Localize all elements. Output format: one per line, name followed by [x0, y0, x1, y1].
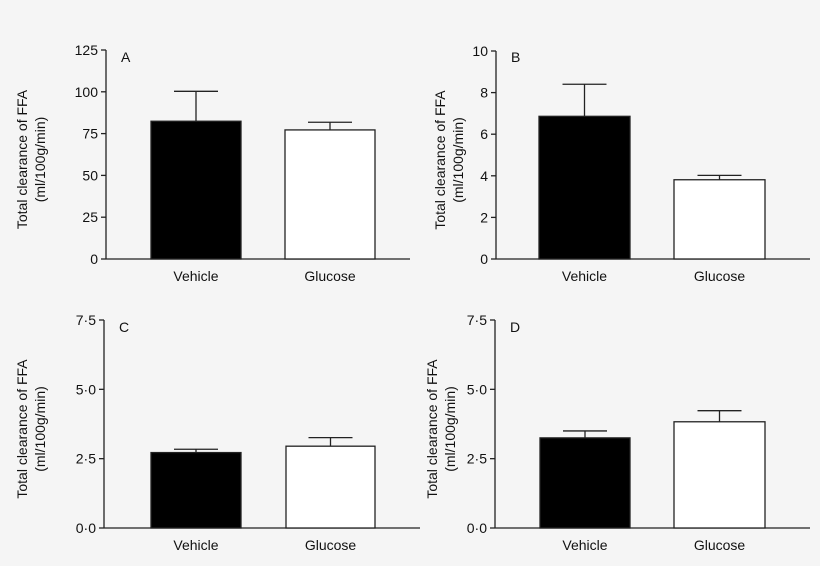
x-tick-label: Glucose	[304, 268, 356, 284]
y-tick-label: 0·0	[76, 520, 96, 536]
bar-vehicle	[150, 451, 242, 529]
panel-label: D	[510, 319, 520, 335]
y-tick-label: 2·5	[76, 451, 96, 467]
bar-glucose	[673, 179, 766, 260]
y-axis-label: Total clearance of FFA	[14, 89, 30, 229]
panel-label: B	[511, 49, 520, 65]
y-tick-label: 75	[82, 126, 98, 142]
x-tick-label: Vehicle	[173, 268, 218, 284]
y-tick-label: 5·0	[76, 381, 96, 397]
y-tick-label: 50	[82, 167, 98, 183]
y-tick-label: 6	[480, 126, 488, 142]
y-tick-label: 7·5	[76, 312, 96, 328]
y-tick-label: 2	[480, 209, 488, 225]
y-axis-label: (ml/100g/min)	[442, 386, 458, 472]
bar-glucose	[673, 421, 766, 529]
bar-vehicle	[538, 115, 631, 260]
y-tick-label: 8	[480, 85, 488, 101]
x-tick-label: Vehicle	[562, 537, 607, 553]
y-axis-label: Total clearance of FFA	[432, 90, 448, 230]
panel-d: 0·0 2·5 5·0 7·5 Total clearance of FFA (ml/10…	[424, 312, 810, 553]
x-tick-label: Glucose	[694, 537, 746, 553]
y-axis-label: Total clearance of FFA	[14, 359, 30, 499]
x-tick-label: Glucose	[305, 537, 357, 553]
bar-glucose	[284, 129, 376, 260]
y-axis-label: (ml/100g/min)	[450, 117, 466, 203]
x-tick-label: Vehicle	[562, 268, 607, 284]
y-tick-label: 5·0	[467, 381, 487, 397]
y-tick-label: 10	[472, 43, 488, 59]
x-tick-label: Vehicle	[173, 537, 218, 553]
y-axis-label: Total clearance of FFA	[424, 359, 440, 499]
panel-c: 0·0 2·5 5·0 7·5 Total clearance of FFA (ml/10…	[14, 312, 420, 553]
y-tick-label: 0·0	[467, 520, 487, 536]
y-tick-label: 2·5	[467, 451, 487, 467]
y-tick-label: 125	[75, 42, 99, 58]
y-axis-label: (ml/100g/min)	[32, 117, 48, 203]
y-tick-label: 0	[90, 251, 98, 267]
y-axis-label: (ml/100g/min)	[32, 386, 48, 472]
x-tick-label: Glucose	[694, 268, 746, 284]
panel-label: A	[121, 49, 131, 65]
bar-vehicle	[539, 437, 631, 529]
bar-vehicle	[150, 120, 242, 260]
panel-a: 0 25 50 75 100 125 Total clearance of FFA (ml/1…	[14, 42, 410, 284]
y-tick-label: 25	[82, 209, 98, 225]
bar-glucose	[285, 445, 376, 529]
y-tick-label: 0	[480, 251, 488, 267]
y-tick-label: 100	[75, 84, 99, 100]
panel-label: C	[119, 319, 129, 335]
y-tick-label: 7·5	[467, 312, 487, 328]
panel-b: 0 2 4 6 8 10 Total clearance of FFA (ml/100g/mi…	[432, 43, 810, 284]
y-tick-label: 4	[480, 168, 488, 184]
